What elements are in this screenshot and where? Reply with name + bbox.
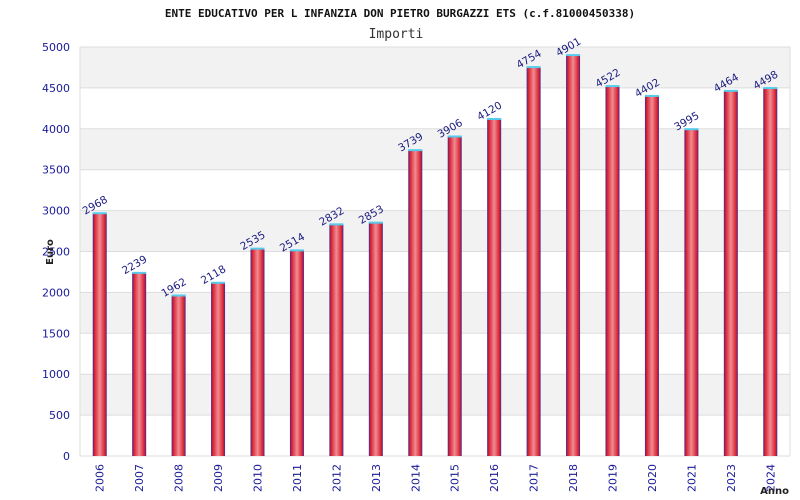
grid-band [80, 210, 790, 252]
bar [447, 136, 462, 456]
bar-cap [408, 149, 423, 152]
x-tick-label: 2015 [449, 464, 462, 492]
bar [526, 67, 541, 456]
bar [487, 118, 502, 456]
bar-cap [92, 212, 107, 215]
x-tick-label: 2006 [94, 464, 107, 492]
y-tick-label: 3000 [42, 205, 70, 218]
bar-cap [684, 128, 699, 131]
x-tick-label: 2010 [252, 464, 265, 492]
y-axis-title: Euro [45, 239, 56, 265]
bar-cap [211, 281, 226, 284]
bar [644, 95, 659, 457]
grid-band [80, 128, 790, 170]
bar [92, 213, 107, 456]
x-tick-label: 2017 [528, 464, 541, 492]
y-tick-label: 2000 [42, 286, 70, 299]
y-axis: 0 500 1000 1500 2000 2500 3000 3500 4000 4500 5000 [42, 41, 70, 463]
bar [763, 88, 778, 456]
x-tick-label: 2012 [330, 464, 343, 492]
bar [723, 90, 738, 457]
x-axis: 2006 2007 2008 2009 2010 2011 2012 2013 2014 2015… [94, 464, 778, 492]
x-tick-label: 2020 [646, 464, 659, 492]
y-tick-label: 5000 [42, 41, 70, 54]
x-tick-label: 2007 [133, 464, 146, 492]
y-tick-label: 500 [49, 409, 70, 422]
bar [250, 248, 265, 456]
x-tick-label: 2009 [212, 464, 225, 492]
bar [566, 55, 581, 456]
y-tick-label: 4500 [42, 82, 70, 95]
bar [211, 282, 226, 456]
y-tick-label: 2500 [42, 246, 70, 259]
bar [605, 86, 620, 456]
x-tick-label: 2023 [725, 464, 738, 492]
bar-cap [289, 249, 304, 252]
bar [132, 272, 147, 456]
bar-cap [526, 66, 541, 69]
y-tick-label: 0 [63, 450, 70, 463]
bar-cap [132, 271, 147, 274]
grid-band [80, 87, 790, 129]
chart-subtitle: Importi [369, 27, 424, 42]
bar-cap [329, 223, 344, 226]
bar-series [92, 54, 778, 457]
bar-cap [763, 87, 778, 90]
y-tick-label: 1000 [42, 368, 70, 381]
x-tick-label: 2014 [409, 464, 422, 492]
bar-cap [171, 294, 186, 297]
bar-cap [566, 54, 581, 57]
bar [171, 295, 186, 456]
bar-cap [250, 247, 265, 250]
bar-cap [605, 85, 620, 88]
grid-band [80, 251, 790, 293]
bar [289, 250, 304, 456]
x-tick-label: 2021 [685, 464, 698, 492]
x-tick-label: 2016 [488, 464, 501, 492]
grid-band [80, 292, 790, 334]
grid-band [80, 169, 790, 211]
y-tick-label: 1500 [42, 327, 70, 340]
grid-band [80, 415, 790, 456]
chart-title: ENTE EDUCATIVO PER L INFANZIA DON PIETRO… [165, 7, 635, 20]
bar-cap [368, 221, 383, 224]
bar [684, 129, 699, 457]
bar [329, 224, 344, 456]
x-tick-label: 2008 [173, 464, 186, 492]
bar [368, 222, 383, 456]
y-tick-label: 4000 [42, 123, 70, 136]
bar-cap [487, 117, 502, 120]
bar [408, 150, 423, 457]
y-tick-label: 3500 [42, 164, 70, 177]
x-tick-label: 2019 [607, 464, 620, 492]
grid-band [80, 333, 790, 375]
x-axis-title: Anno [760, 486, 789, 497]
x-tick-label: 2018 [567, 464, 580, 492]
x-tick-label: 2024 [764, 464, 777, 492]
plot-background [79, 46, 791, 457]
bar-cap [644, 94, 659, 97]
grid-band [80, 47, 790, 88]
bar-cap [447, 135, 462, 138]
x-tick-label: 2011 [291, 464, 304, 492]
x-tick-label: 2013 [370, 464, 383, 492]
bar-cap [723, 89, 738, 92]
grid-band [80, 374, 790, 416]
